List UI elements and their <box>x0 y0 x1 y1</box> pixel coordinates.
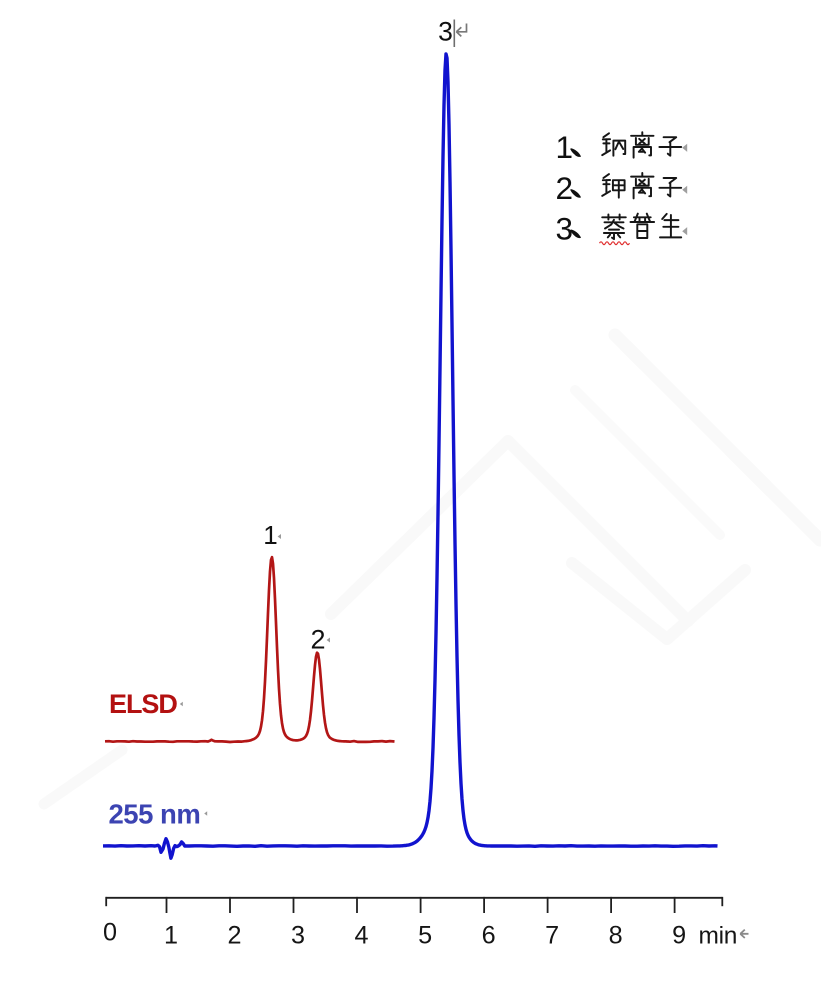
svg-text:2: 2 <box>556 170 574 206</box>
svg-text:255 nm: 255 nm <box>109 799 201 830</box>
svg-text:3: 3 <box>556 210 574 246</box>
svg-text:5: 5 <box>418 922 432 950</box>
svg-text:6: 6 <box>482 922 496 950</box>
svg-text:1: 1 <box>164 922 178 950</box>
svg-text:0: 0 <box>103 919 117 947</box>
svg-text:4: 4 <box>354 922 368 950</box>
svg-text:2: 2 <box>227 922 241 950</box>
svg-text:3: 3 <box>291 922 305 950</box>
svg-text:8: 8 <box>609 922 623 950</box>
svg-text:1: 1 <box>556 129 574 165</box>
svg-text:3: 3 <box>438 17 453 47</box>
svg-text:ELSD: ELSD <box>109 689 177 719</box>
svg-text:2: 2 <box>310 625 325 655</box>
svg-text:min: min <box>699 923 738 950</box>
svg-text:7: 7 <box>545 922 559 950</box>
svg-text:9: 9 <box>672 922 686 950</box>
svg-text:1: 1 <box>263 520 277 550</box>
